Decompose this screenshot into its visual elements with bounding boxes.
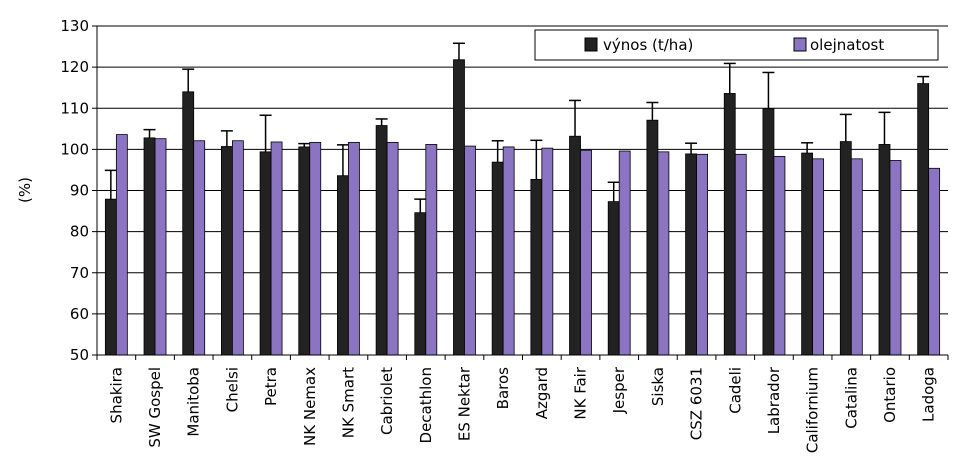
x-tick-label: SW Gospel (146, 367, 164, 448)
x-tick-label: Cadeli (726, 367, 744, 414)
y-tick-label: 80 (70, 223, 89, 241)
bar-yield (337, 175, 349, 356)
legend-swatch-yield (584, 37, 598, 52)
x-tick-label: Ontario (881, 367, 899, 423)
legend-swatch-oil (793, 37, 807, 52)
legend-box (534, 29, 939, 61)
x-tick-label: Labrador (765, 366, 783, 434)
legend-label-oil: olejnatost (810, 36, 884, 54)
bar-oil (618, 150, 631, 356)
bar-yield (607, 201, 620, 356)
bar-yield (143, 137, 156, 356)
x-tick-label: Chelsi (223, 367, 241, 412)
x-tick-label: NK Fair (572, 366, 590, 419)
bar-oil (115, 134, 128, 356)
bar-yield (569, 135, 581, 356)
bar-yield (646, 119, 659, 356)
y-tick-label: 120 (60, 58, 89, 76)
y-tick-label: 100 (60, 140, 89, 158)
bar-yield (491, 161, 504, 356)
bar-yield (762, 108, 775, 356)
bar-oil (773, 155, 786, 356)
legend: výnos (t/ha) olejnatost (534, 29, 939, 61)
x-tick-label: Siska (649, 367, 667, 406)
bar-yield (839, 141, 852, 356)
x-tick-label: Azgard (533, 367, 551, 419)
x-tick-label: Catalina (842, 367, 860, 429)
bar-oil (348, 141, 360, 356)
bar-yield (723, 93, 736, 356)
y-tick-label: 70 (70, 264, 89, 282)
bar-oil (889, 160, 902, 356)
bar-yield (259, 151, 272, 356)
bar-yield (182, 91, 195, 356)
bar-oil (850, 158, 863, 356)
bar-oil (193, 140, 206, 356)
bar-oil (270, 141, 283, 356)
bar-layer (104, 42, 941, 356)
bar-oil (657, 151, 670, 356)
x-tick-label: ES Nektar (455, 366, 473, 441)
x-tick-label: Decathlon (417, 367, 435, 443)
bar-oil (425, 144, 438, 356)
bar-oil (386, 141, 399, 356)
bar-oil (502, 146, 515, 356)
bar-yield (878, 144, 891, 356)
y-tick-label: 110 (60, 99, 89, 117)
x-tick-label: Baros (494, 367, 512, 409)
bar-oil (928, 167, 941, 356)
bar-yield (685, 153, 697, 356)
bar-yield (375, 125, 388, 356)
bar-oil (580, 149, 592, 356)
x-tick-label: Petra (262, 367, 280, 406)
x-tick-label: Manitoba (185, 367, 203, 437)
bar-yield (917, 83, 930, 356)
y-tick-label: 60 (70, 305, 89, 323)
x-tick-label: NK Smart (339, 367, 357, 438)
bar-yield (414, 212, 427, 356)
bar-oil (231, 140, 244, 356)
bar-oil (734, 153, 747, 356)
x-tick-label: Ladoga (920, 367, 938, 422)
x-tick-label: Jesper (610, 366, 628, 414)
x-tick-label: NK Nemax (301, 367, 319, 446)
bar-yield (298, 146, 311, 356)
y-tick-label: 130 (60, 17, 89, 35)
bar-yield (801, 152, 814, 356)
bar-oil (812, 158, 825, 356)
bar-yield (530, 178, 543, 356)
bar-oil (541, 147, 554, 356)
y-tick-label: 50 (70, 346, 89, 364)
legend-label-yield: výnos (t/ha) (603, 36, 693, 54)
y-tick-label: 90 (70, 182, 89, 200)
x-tick-label: Shakira (107, 367, 125, 423)
x-tick-label: Cabriolet (378, 367, 396, 435)
bar-oil (696, 153, 708, 356)
bar-yield (104, 198, 117, 356)
x-tick-label: Californium (804, 367, 822, 453)
axis-layer: 50 60 70 80 90 100 110 120 130 Shakira SW Gospel Ma… (60, 17, 949, 453)
bar-oil (309, 141, 322, 356)
bar-oil (154, 138, 167, 356)
y-axis-label: (%) (16, 177, 34, 203)
bar-yield (453, 59, 465, 356)
x-tick-label: CSZ 6031 (688, 367, 706, 440)
bar-oil (464, 145, 476, 356)
bar-yield (220, 146, 233, 356)
